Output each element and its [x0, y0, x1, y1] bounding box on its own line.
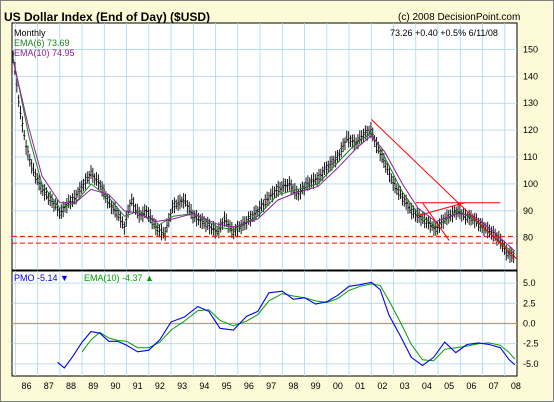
x-tick-label: 93 — [177, 381, 187, 391]
x-tick-label: 94 — [199, 381, 209, 391]
x-tick-label: 88 — [66, 381, 76, 391]
x-tick-label: 00 — [333, 381, 343, 391]
ema10-line — [12, 60, 516, 252]
y-tick-label: 110 — [523, 152, 537, 162]
copyright: (c) 2008 DecisionPoint.com — [398, 12, 521, 23]
price-grid — [12, 23, 517, 270]
trend-line — [370, 119, 518, 260]
pmo-tick-label: -2.5 — [523, 339, 539, 349]
pmo-tick-label: -5.0 — [523, 359, 539, 369]
x-tick-label: 89 — [88, 381, 98, 391]
x-tick-label: 99 — [311, 381, 321, 391]
pmo-tick-label: 0.0 — [523, 319, 536, 329]
y-tick-label: 140 — [523, 71, 538, 81]
plot-marks — [11, 50, 518, 369]
x-tick-label: 91 — [133, 381, 143, 391]
x-tick-label: 05 — [444, 381, 454, 391]
y-tick-label: 80 — [523, 233, 533, 243]
ema10-legend: EMA(10) 74.95 — [14, 48, 75, 58]
down-arrow-icon: ▼ — [60, 273, 69, 283]
pmo-value: PMO -5.14 — [14, 273, 58, 283]
x-tick-label: 01 — [355, 381, 365, 391]
x-tick-label: 07 — [489, 381, 499, 391]
x-tick-label: 90 — [110, 381, 120, 391]
x-tick-label: 02 — [377, 381, 387, 391]
axes: 86 87 88 89 90 91 92 93 94 95 96 97 98 99 00 01 02 03 04 05… — [21, 44, 538, 391]
x-tick-label: 04 — [422, 381, 432, 391]
x-tick-label: 95 — [222, 381, 232, 391]
x-tick-label: 08 — [511, 381, 521, 391]
trend-line — [415, 202, 465, 217]
x-tick-label: 92 — [155, 381, 165, 391]
x-tick-label: 06 — [466, 381, 476, 391]
x-tick-label: 98 — [288, 381, 298, 391]
pmo-ema-legend: EMA(10) -4.37 ▲ — [84, 273, 154, 283]
pmo-tick-label: 5.0 — [523, 278, 536, 288]
y-tick-label: 150 — [523, 44, 538, 54]
quote-readout: 73.26 +0.40 +0.5% 6/11/08 — [390, 28, 498, 38]
y-tick-label: 130 — [523, 98, 538, 108]
y-tick-label: 120 — [523, 125, 538, 135]
trend-line — [422, 202, 450, 241]
period-label: Monthly — [14, 28, 46, 38]
up-arrow-icon: ▲ — [145, 273, 154, 283]
y-tick-label: 100 — [523, 179, 538, 189]
pmo-legend: PMO -5.14 ▼ — [14, 273, 69, 283]
x-tick-label: 03 — [400, 381, 410, 391]
ema6-legend: EMA(6) 73.69 — [14, 38, 70, 48]
y-tick-label: 90 — [523, 206, 533, 216]
x-tick-label: 97 — [266, 381, 276, 391]
x-tick-label: 86 — [21, 381, 31, 391]
price-panel — [11, 22, 518, 271]
chart-title: US Dollar Index (End of Day) ($USD) — [4, 10, 211, 24]
x-tick-label: 96 — [244, 381, 254, 391]
pmo-tick-label: 2.5 — [523, 298, 536, 308]
ema6-line — [12, 57, 516, 255]
pmo-line — [57, 281, 516, 369]
x-tick-label: 87 — [44, 381, 54, 391]
pmo-ema-value: EMA(10) -4.37 — [84, 273, 143, 283]
pmo-grid — [12, 271, 517, 376]
